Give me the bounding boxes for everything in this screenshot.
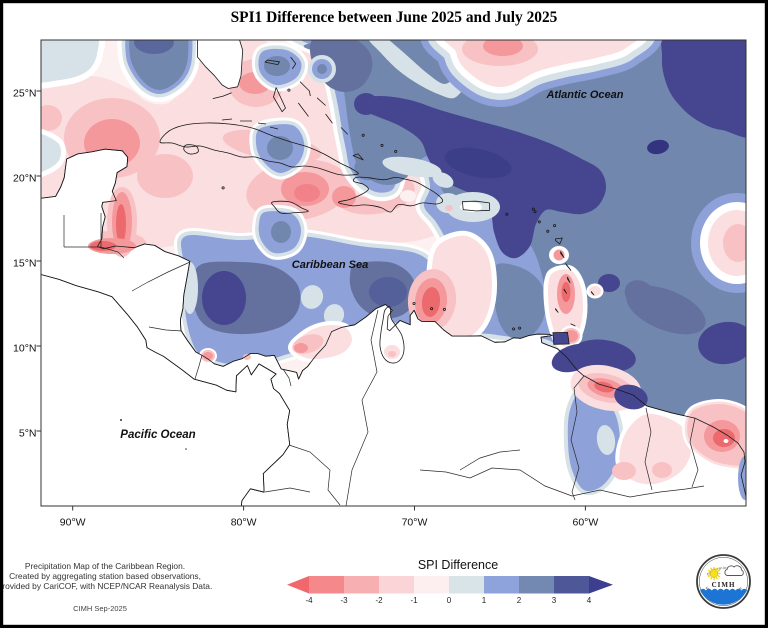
svg-text:0: 0: [447, 596, 452, 605]
svg-text:Pacific Ocean: Pacific Ocean: [120, 429, 195, 441]
svg-text:Atlantic Ocean: Atlantic Ocean: [545, 89, 623, 101]
svg-text:60°W: 60°W: [573, 517, 599, 529]
svg-text:80°W: 80°W: [231, 517, 257, 529]
svg-text:4: 4: [587, 596, 592, 605]
svg-text:Created by aggregating station: Created by aggregating station based obs…: [9, 571, 201, 581]
svg-text:SPI Difference: SPI Difference: [418, 558, 498, 572]
svg-text:70°W: 70°W: [402, 517, 428, 529]
svg-text:-3: -3: [340, 596, 348, 605]
svg-text:2: 2: [517, 596, 522, 605]
svg-text:5°N: 5°N: [19, 428, 37, 440]
svg-text:25°N: 25°N: [13, 88, 36, 100]
svg-text:CIMH Sep-2025: CIMH Sep-2025: [73, 604, 127, 613]
svg-text:Caribbean Sea: Caribbean Sea: [292, 259, 368, 271]
svg-text:provided by CariCOF, with NCEP: provided by CariCOF, with NCEP/NCAR Rean…: [0, 581, 212, 591]
svg-text:10°N: 10°N: [13, 343, 36, 355]
svg-text:1: 1: [482, 596, 487, 605]
svg-text:-1: -1: [410, 596, 418, 605]
svg-text:CIMH: CIMH: [712, 581, 736, 589]
svg-text:-2: -2: [375, 596, 383, 605]
svg-text:3: 3: [552, 596, 557, 605]
svg-text:90°W: 90°W: [60, 517, 86, 529]
svg-text:15°N: 15°N: [13, 258, 36, 270]
svg-text:Precipitation Map of the Carib: Precipitation Map of the Caribbean Regio…: [25, 561, 185, 571]
svg-text:-4: -4: [305, 596, 313, 605]
svg-text:SPI1 Difference between June 2: SPI1 Difference between June 2025 and Ju…: [231, 9, 558, 26]
svg-text:20°N: 20°N: [13, 173, 36, 185]
